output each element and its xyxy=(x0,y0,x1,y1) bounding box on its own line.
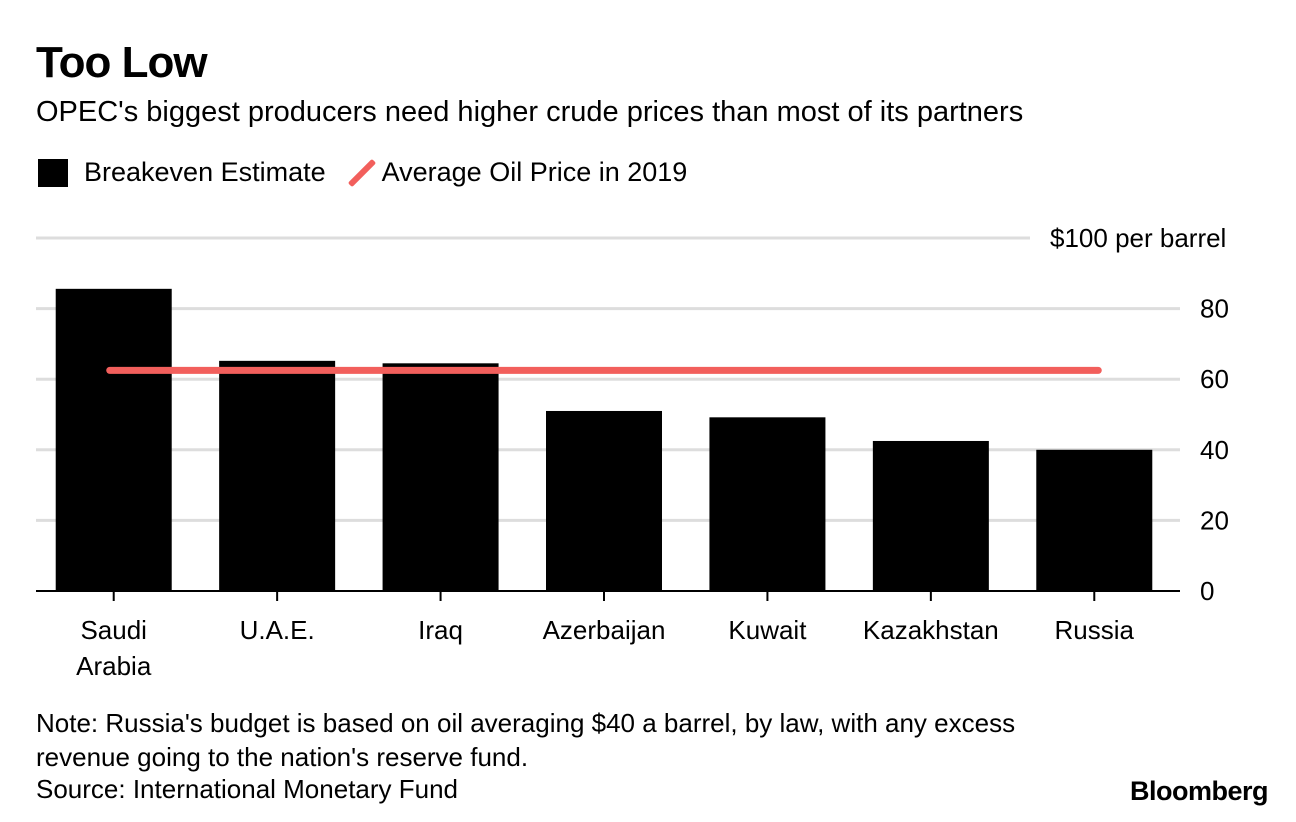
y-tick-label: $100 per barrel xyxy=(1050,223,1226,253)
legend-bar-label: Breakeven Estimate xyxy=(84,157,326,187)
x-tick-label: Kazakhstan xyxy=(863,615,999,645)
bars xyxy=(55,288,1153,591)
x-axis-ticks: Saudi Arabia U.A.E. Iraq Azerbaijan Kuwait Kaz… xyxy=(76,591,1135,681)
x-tick-label: Arabia xyxy=(76,651,152,681)
x-tick-label: Saudi xyxy=(80,615,147,645)
y-tick-label: 60 xyxy=(1200,364,1229,394)
bar xyxy=(709,417,826,591)
bar xyxy=(219,360,336,591)
x-tick-label: Iraq xyxy=(418,615,463,645)
bar xyxy=(1036,449,1153,591)
chart-note: Note: Russia's budget is based on oil av… xyxy=(36,708,1016,772)
chart-title: Too Low xyxy=(36,38,208,87)
bar xyxy=(872,440,989,591)
legend-bar-swatch xyxy=(38,158,68,187)
x-tick-label: Kuwait xyxy=(728,615,807,645)
y-tick-label: 80 xyxy=(1200,294,1229,324)
legend: Breakeven Estimate Average Oil Price in … xyxy=(38,157,687,188)
bar xyxy=(546,410,662,591)
y-tick-label: 0 xyxy=(1200,576,1214,606)
y-tick-label: 40 xyxy=(1200,435,1229,465)
x-tick-label: Azerbaijan xyxy=(543,615,666,645)
bar xyxy=(382,363,499,591)
y-tick-label: 20 xyxy=(1200,505,1229,535)
legend-line-label: Average Oil Price in 2019 xyxy=(381,157,688,187)
x-tick-label: U.A.E. xyxy=(240,615,315,645)
chart-source: Source: International Monetary Fund xyxy=(36,774,459,804)
bar xyxy=(55,288,172,591)
y-axis-ticks: 0 20 40 60 80 $100 per barrel xyxy=(1050,223,1229,606)
bar-chart: 0 20 40 60 80 $100 per barrel Saudi Arabia U.A.… xyxy=(36,223,1229,681)
chart-subtitle: OPEC's biggest producers need higher cru… xyxy=(36,96,1024,128)
legend-line-swatch xyxy=(348,158,372,188)
x-tick-label: Russia xyxy=(1055,615,1135,645)
bloomberg-logo: Bloomberg xyxy=(1129,776,1269,806)
